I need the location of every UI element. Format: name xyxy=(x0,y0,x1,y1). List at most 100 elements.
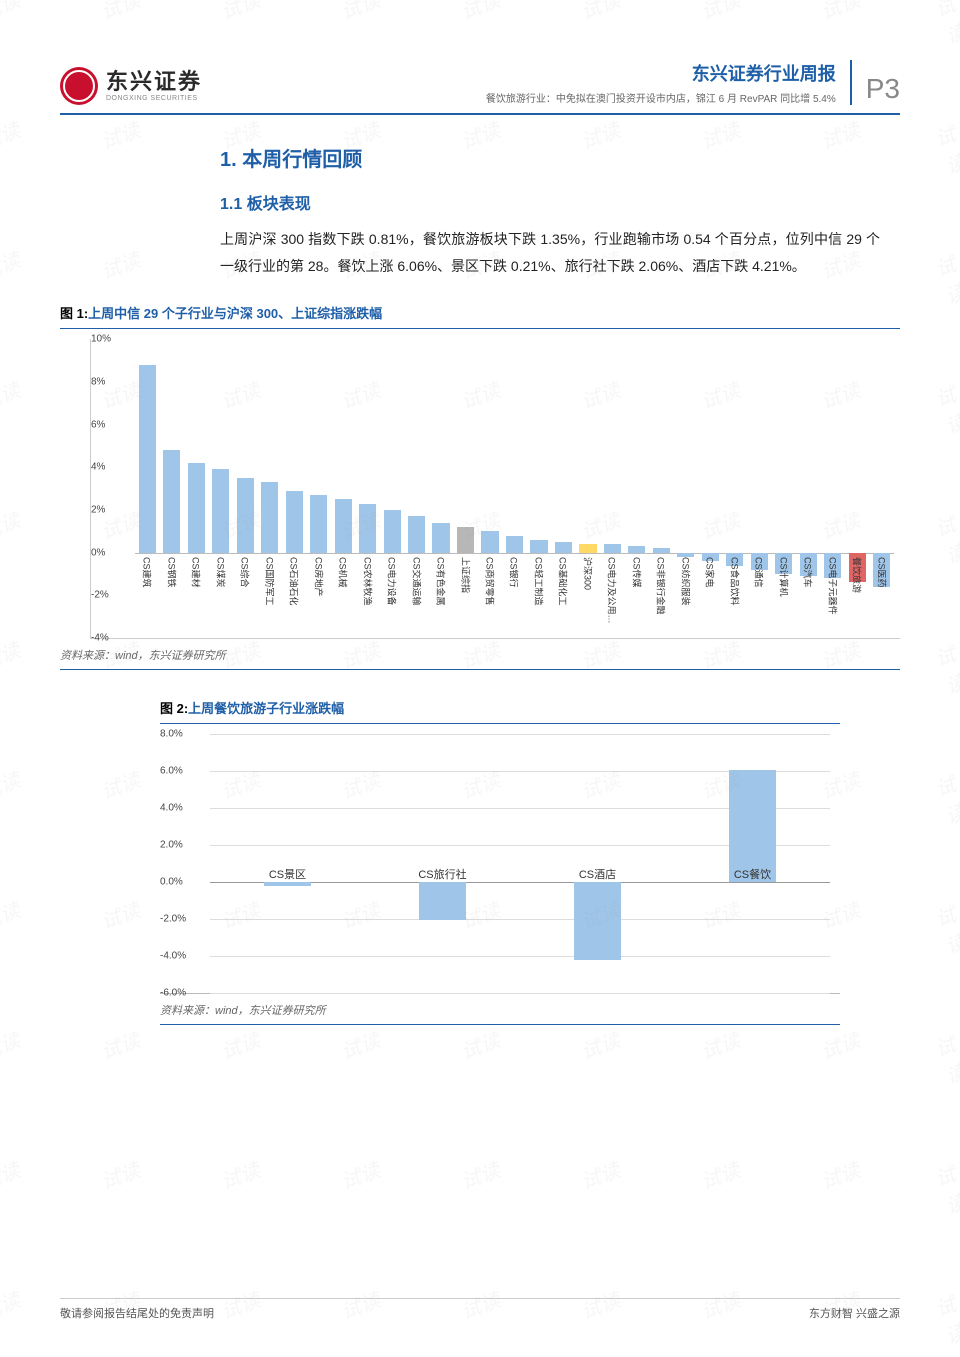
figure-2: 图 2:上周餐饮旅游子行业涨跌幅 -6.0% -4.0% -2.0% 0.0% 2.0%… xyxy=(160,698,840,1025)
chart-2: -6.0%-4.0%-2.0%0.0%2.0%4.0%6.0%8.0%CS景区C… xyxy=(160,734,840,994)
chart1-bar: CS银行 xyxy=(506,339,523,638)
chart1-bar: CS建材 xyxy=(188,339,205,638)
chart1-xlabel: CS家电 xyxy=(704,557,717,588)
chart1-xlabel: CS纺织服装 xyxy=(679,557,692,606)
chart1-xlabel: CS石油石化 xyxy=(288,557,301,606)
chart1-xlabel: 上证综指 xyxy=(459,557,472,593)
chart2-xlabel: CS酒店 xyxy=(579,866,616,882)
chart2-ytick: -4.0% xyxy=(160,951,186,962)
chart2-bar: CS旅行社 xyxy=(419,734,466,993)
chart1-xlabel: CS有色金属 xyxy=(435,557,448,606)
header-title: 东兴证券行业周报 xyxy=(486,60,836,86)
header-subtitle: 餐饮旅游行业：中免拟在澳门投资开设市内店，锦江 6 月 RevPAR 同比增 5… xyxy=(486,90,836,105)
chart1-bar: CS综合 xyxy=(237,339,254,638)
chart1-ytick: 2% xyxy=(91,505,105,516)
logo-icon xyxy=(60,67,98,105)
chart1-xlabel: CS非银行金融 xyxy=(655,557,668,615)
section-h1: 1. 本周行情回顾 xyxy=(220,143,880,172)
chart1-xlabel: CS医药 xyxy=(875,557,888,588)
chart1-xlabel: CS建筑 xyxy=(141,557,154,588)
page-footer: 敬请参阅报告结尾处的免责声明 东方财智 兴盛之源 xyxy=(60,1298,900,1321)
chart2-ytick: -2.0% xyxy=(160,914,186,925)
chart1-xlabel: CS煤炭 xyxy=(214,557,227,588)
chart1-xlabel: CS轻工制造 xyxy=(532,557,545,606)
chart1-xlabel: CS食品饮料 xyxy=(728,557,741,606)
logo-en: DONGXING SECURITIES xyxy=(106,95,202,102)
chart1-xlabel: CS汽车 xyxy=(802,557,815,588)
chart1-xlabel: CS银行 xyxy=(508,557,521,588)
logo-cn: 东兴证券 xyxy=(106,71,202,93)
chart1-bar: CS房地产 xyxy=(310,339,327,638)
chart2-bar: CS景区 xyxy=(264,734,311,993)
chart2-xlabel: CS景区 xyxy=(269,866,306,882)
figure-1: 图 1:上周中信 29 个子行业与沪深 300、上证综指涨跌幅 -4% -2% 0%… xyxy=(60,303,900,670)
footer-right: 东方财智 兴盛之源 xyxy=(809,1305,900,1321)
chart1-xlabel: CS房地产 xyxy=(312,557,325,597)
chart2-ytick: -6.0% xyxy=(160,988,186,999)
figure-2-caption: 图 2:上周餐饮旅游子行业涨跌幅 xyxy=(160,698,840,724)
chart1-bar: CS轻工制造 xyxy=(530,339,547,638)
chart1-bar: CS建筑 xyxy=(139,339,156,638)
chart1-bar: CS汽车 xyxy=(800,339,817,638)
chart1-xlabel: CS电子元器件 xyxy=(826,557,839,615)
chart1-ytick: 0% xyxy=(91,547,105,558)
chart1-bar: CS农林牧渔 xyxy=(359,339,376,638)
chart1-xlabel: CS通信 xyxy=(753,557,766,588)
chart1-bar: CS家电 xyxy=(702,339,719,638)
footer-left: 敬请参阅报告结尾处的免责声明 xyxy=(60,1305,214,1321)
chart1-bar: 上证综指 xyxy=(457,339,474,638)
chart1-xlabel: CS建材 xyxy=(190,557,203,588)
chart1-xlabel: CS电力及公用… xyxy=(606,557,619,624)
chart1-xlabel: CS交通运输 xyxy=(410,557,423,606)
chart1-bar: CS食品饮料 xyxy=(726,339,743,638)
chart1-xlabel: CS电力设备 xyxy=(386,557,399,606)
chart1-bar: CS电力设备 xyxy=(384,339,401,638)
chart2-xlabel: CS餐饮 xyxy=(734,866,771,882)
chart1-ytick: -2% xyxy=(91,590,109,601)
chart1-bar: CS交通运输 xyxy=(408,339,425,638)
chart1-bar: CS煤炭 xyxy=(212,339,229,638)
chart1-bar: CS通信 xyxy=(751,339,768,638)
chart2-ytick: 2.0% xyxy=(160,840,183,851)
chart1-bar: CS国防军工 xyxy=(261,339,278,638)
chart1-bar: CS有色金属 xyxy=(432,339,449,638)
chart2-xlabel: CS旅行社 xyxy=(418,866,466,882)
chart1-bar: CS纺织服装 xyxy=(677,339,694,638)
chart1-xlabel: CS国防军工 xyxy=(263,557,276,606)
chart2-bar: CS酒店 xyxy=(574,734,621,993)
chart1-ytick: -4% xyxy=(91,633,109,644)
chart1-bar: CS计算机 xyxy=(775,339,792,638)
page-header: 东兴证券 DONGXING SECURITIES 东兴证券行业周报 餐饮旅游行业… xyxy=(60,60,900,115)
chart1-xlabel: CS计算机 xyxy=(777,557,790,597)
chart1-bar: CS基础化工 xyxy=(555,339,572,638)
chart2-ytick: 8.0% xyxy=(160,729,183,740)
chart1-ytick: 6% xyxy=(91,419,105,430)
chart1-ytick: 10% xyxy=(91,334,111,345)
section-body: 上周沪深 300 指数下跌 0.81%，餐饮旅游板块下跌 1.35%，行业跑输市… xyxy=(220,226,880,279)
chart1-xlabel: CS农林牧渔 xyxy=(361,557,374,606)
chart1-xlabel: CS综合 xyxy=(239,557,252,588)
chart1-bar: CS电子元器件 xyxy=(824,339,841,638)
chart1-xlabel: CS机械 xyxy=(337,557,350,588)
chart1-xlabel: 沪深300 xyxy=(581,557,594,590)
chart1-bar: CS机械 xyxy=(335,339,352,638)
chart2-bar: CS餐饮 xyxy=(729,734,776,993)
chart1-xlabel: 餐饮旅游 xyxy=(851,557,864,593)
chart-1: -4%-2%0%2%4%6%8%10%CS建筑CS钢铁CS建材CS煤炭CS综合C… xyxy=(90,339,900,639)
main-content: 1. 本周行情回顾 1.1 板块表现 上周沪深 300 指数下跌 0.81%，餐… xyxy=(220,143,880,279)
figure-1-source: 资料来源：wind，东兴证券研究所 xyxy=(60,647,900,670)
chart1-bar: CS钢铁 xyxy=(163,339,180,638)
chart1-xlabel: CS基础化工 xyxy=(557,557,570,606)
chart2-ytick: 6.0% xyxy=(160,766,183,777)
section-h2: 1.1 板块表现 xyxy=(220,190,880,214)
figure-1-caption: 图 1:上周中信 29 个子行业与沪深 300、上证综指涨跌幅 xyxy=(60,303,900,329)
chart2-ytick: 4.0% xyxy=(160,803,183,814)
chart1-bar: CS医药 xyxy=(873,339,890,638)
chart1-bar: 餐饮旅游 xyxy=(849,339,866,638)
chart1-xlabel: CS钢铁 xyxy=(165,557,178,588)
chart1-bar: CS非银行金融 xyxy=(653,339,670,638)
logo-block: 东兴证券 DONGXING SECURITIES xyxy=(60,67,202,105)
chart1-bar: CS石油石化 xyxy=(286,339,303,638)
chart1-bar: CS传媒 xyxy=(628,339,645,638)
chart2-ytick: 0.0% xyxy=(160,877,183,888)
